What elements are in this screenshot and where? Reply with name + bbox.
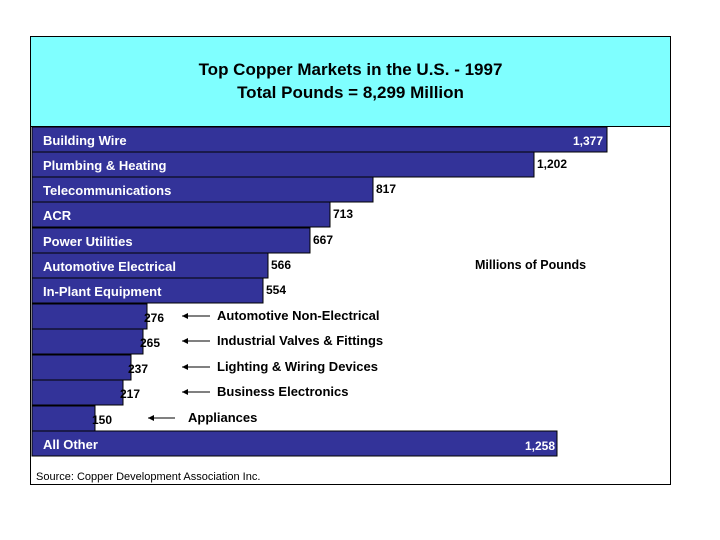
- category-label: Power Utilities: [43, 234, 133, 249]
- bar: [31, 430, 558, 457]
- value-label: 817: [376, 182, 396, 196]
- bar: [31, 379, 124, 406]
- bar: [31, 405, 96, 432]
- value-label: 276: [144, 311, 164, 325]
- value-label: 1,258: [525, 439, 555, 453]
- chart-title: Top Copper Markets in the U.S. - 1997: [198, 60, 503, 79]
- category-label: Automotive Electrical: [43, 259, 176, 274]
- chart-subtitle: Total Pounds = 8,299 Million: [237, 83, 464, 102]
- value-label: 1,202: [537, 157, 567, 171]
- chart-header: Top Copper Markets in the U.S. - 1997 To…: [31, 37, 670, 127]
- value-label: 713: [333, 207, 353, 221]
- category-label: Business Electronics: [217, 384, 349, 399]
- bar: [31, 227, 311, 254]
- bar: [31, 354, 132, 381]
- category-label: Telecommunications: [43, 183, 171, 198]
- bar: [31, 176, 374, 203]
- pointer-arrow-head: [182, 364, 188, 370]
- bar: [31, 201, 331, 228]
- bar: [31, 126, 608, 153]
- bar: [31, 277, 264, 304]
- category-label: Plumbing & Heating: [43, 158, 167, 173]
- value-label: 265: [140, 336, 160, 350]
- value-label: 554: [266, 283, 286, 297]
- category-label: Industrial Valves & Fittings: [217, 333, 383, 348]
- units-label: Millions of Pounds: [475, 258, 586, 272]
- category-label: All Other: [43, 437, 98, 452]
- pointer-arrow-head: [148, 415, 154, 421]
- category-label: Automotive Non-Electrical: [217, 308, 380, 323]
- pointer-arrow-head: [182, 389, 188, 395]
- category-label: ACR: [43, 208, 72, 223]
- source-note: Source: Copper Development Association I…: [36, 471, 261, 483]
- category-label: Building Wire: [43, 133, 127, 148]
- category-label: In-Plant Equipment: [43, 284, 162, 299]
- value-label: 237: [128, 362, 148, 376]
- value-label: 566: [271, 258, 291, 272]
- category-label: Appliances: [188, 410, 257, 425]
- bar: [31, 328, 144, 355]
- bar: [31, 303, 148, 330]
- pointer-arrow-head: [182, 313, 188, 319]
- value-label: 150: [92, 413, 112, 427]
- value-label: 667: [313, 233, 333, 247]
- category-label: Lighting & Wiring Devices: [217, 359, 378, 374]
- value-label: 217: [120, 387, 140, 401]
- bar: [31, 151, 535, 178]
- bar: [31, 252, 269, 279]
- value-label: 1,377: [573, 134, 603, 148]
- pointer-arrow-head: [182, 338, 188, 344]
